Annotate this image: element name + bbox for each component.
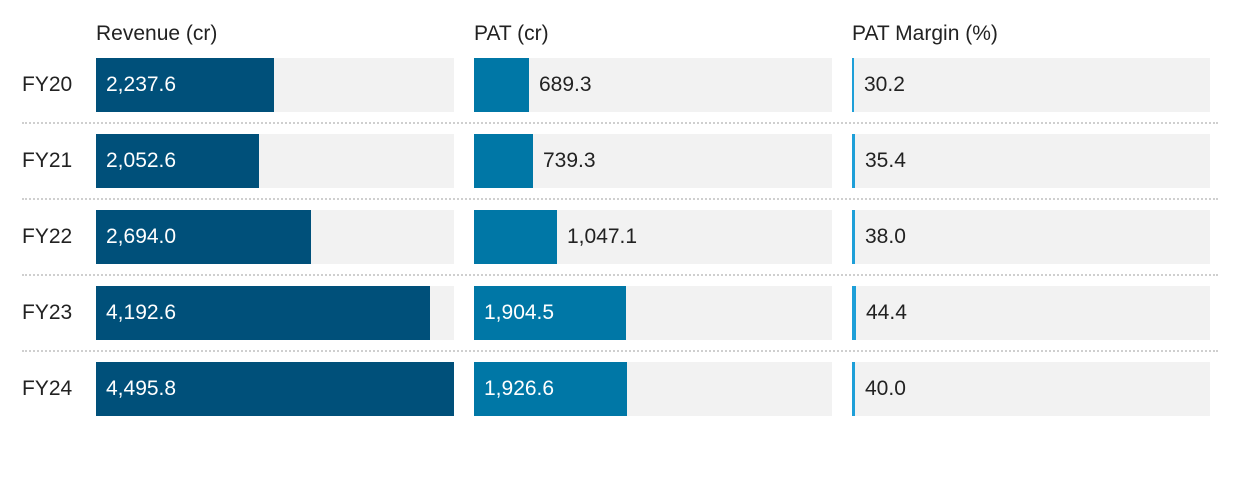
data-label: 4,192.6 — [106, 301, 177, 324]
data-label: 4,495.8 — [106, 377, 177, 400]
bar — [96, 58, 274, 112]
bar-track: 1,926.6 — [474, 362, 832, 416]
bar — [852, 134, 855, 188]
data-label: 1,904.5 — [484, 301, 555, 324]
category-label: FY23 — [22, 301, 73, 324]
bar — [96, 210, 311, 264]
bar-track: 30.2 — [852, 58, 1210, 112]
bar-track: 2,052.6 — [96, 134, 454, 188]
bar-track: 4,192.6 — [96, 286, 454, 340]
data-label: 35.4 — [865, 149, 906, 172]
data-label: 1,926.6 — [484, 377, 555, 400]
data-label: 2,052.6 — [106, 149, 177, 172]
column-header: PAT Margin (%) — [852, 22, 998, 45]
category-label: FY24 — [22, 377, 73, 400]
bar — [474, 286, 626, 340]
bar-track: 1,047.1 — [474, 210, 832, 264]
bar-track: 4,495.8 — [96, 362, 454, 416]
data-label: 30.2 — [864, 73, 905, 96]
row-separator — [22, 122, 1218, 124]
bar-track: 44.4 — [852, 286, 1210, 340]
bar-track: 2,694.0 — [96, 210, 454, 264]
bar — [852, 362, 855, 416]
bar-track: 35.4 — [852, 134, 1210, 188]
row-separator — [22, 274, 1218, 276]
bar-track: 38.0 — [852, 210, 1210, 264]
column-header: Revenue (cr) — [96, 22, 218, 45]
bar-track: 2,237.6 — [96, 58, 454, 112]
bar-track: 40.0 — [852, 362, 1210, 416]
category-label: FY20 — [22, 73, 73, 96]
data-label: 1,047.1 — [567, 225, 638, 248]
bar — [96, 134, 259, 188]
data-label: 40.0 — [865, 377, 906, 400]
category-label: FY21 — [22, 149, 73, 172]
bar — [96, 362, 454, 416]
bar — [852, 210, 855, 264]
row-separator — [22, 350, 1218, 352]
bar — [474, 134, 533, 188]
bar — [474, 362, 627, 416]
data-label: 739.3 — [543, 149, 596, 172]
bar-track: 689.3 — [474, 58, 832, 112]
data-label: 38.0 — [865, 225, 906, 248]
data-label: 689.3 — [539, 73, 592, 96]
bar — [96, 286, 430, 340]
category-label: FY22 — [22, 225, 73, 248]
data-label: 2,694.0 — [106, 225, 177, 248]
column-header: PAT (cr) — [474, 22, 549, 45]
data-label: 44.4 — [866, 301, 907, 324]
bar — [474, 58, 529, 112]
bar — [852, 58, 854, 112]
bar-track: 739.3 — [474, 134, 832, 188]
data-label: 2,237.6 — [106, 73, 177, 96]
row-separator — [22, 198, 1218, 200]
bar-track: 1,904.5 — [474, 286, 832, 340]
bar — [474, 210, 557, 264]
bar — [852, 286, 856, 340]
